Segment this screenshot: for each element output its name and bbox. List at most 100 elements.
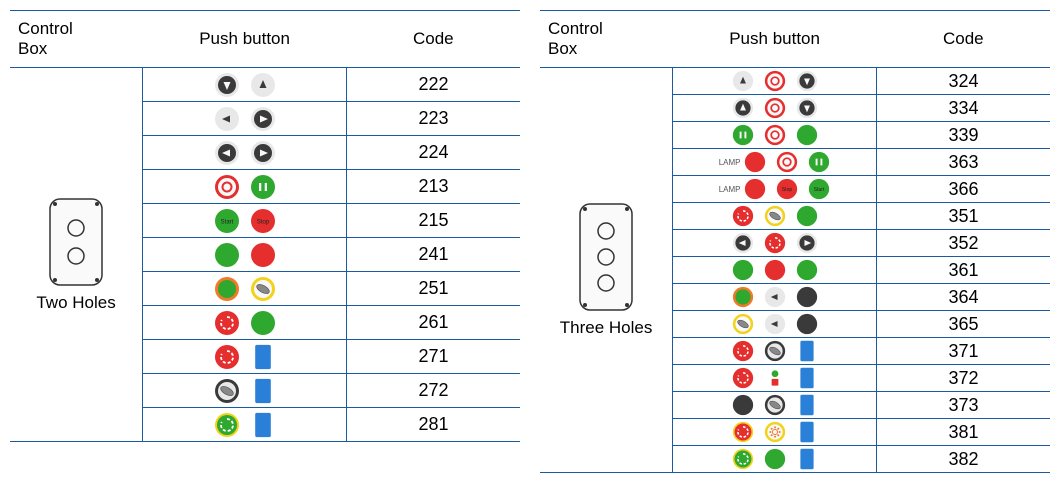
code-cell: 215 <box>347 204 520 238</box>
pushbutton-cell <box>673 284 877 311</box>
button-icon <box>776 151 798 173</box>
code-cell: 364 <box>877 284 1050 311</box>
control-box-cell: Two Holes <box>10 68 143 442</box>
code-cell: 334 <box>877 95 1050 122</box>
svg-text:Start: Start <box>814 187 825 193</box>
button-icon <box>796 124 818 146</box>
code-cell: 365 <box>877 311 1050 338</box>
pushbutton-cell <box>143 408 347 442</box>
code-cell: 281 <box>347 408 520 442</box>
button-icon <box>796 286 818 308</box>
svg-text:Stop: Stop <box>782 187 793 193</box>
button-icon <box>214 276 240 302</box>
pushbutton-cell <box>673 257 877 284</box>
header-code: Code <box>877 11 1050 68</box>
button-icon <box>250 310 276 336</box>
pushbutton-cell <box>143 238 347 272</box>
code-cell: 361 <box>877 257 1050 284</box>
pushbutton-cell <box>143 272 347 306</box>
button-icon <box>214 140 240 166</box>
code-cell: 261 <box>347 306 520 340</box>
pushbutton-cell <box>673 122 877 149</box>
pushbutton-cell <box>673 95 877 122</box>
svg-text:Stop: Stop <box>256 219 269 225</box>
pushbutton-cell <box>673 203 877 230</box>
button-icon <box>764 124 786 146</box>
pushbutton-cell: Start Stop <box>143 204 347 238</box>
code-cell: 363 <box>877 149 1050 176</box>
pushbutton-cell: LAMP Stop Start <box>673 176 877 203</box>
code-cell: 352 <box>877 230 1050 257</box>
button-icon <box>214 378 240 404</box>
button-icon <box>214 106 240 132</box>
button-icon <box>764 448 786 470</box>
button-icon <box>732 313 754 335</box>
button-icon <box>250 72 276 98</box>
pushbutton-cell: LAMP <box>673 149 877 176</box>
button-icon <box>214 72 240 98</box>
button-icon <box>250 378 276 404</box>
button-icon <box>764 97 786 119</box>
button-icon <box>250 276 276 302</box>
code-cell: 324 <box>877 68 1050 95</box>
header-pushbutton: Push button <box>143 11 347 68</box>
button-icon <box>744 151 766 173</box>
button-icon <box>214 344 240 370</box>
code-cell: 371 <box>877 338 1050 365</box>
code-cell: 339 <box>877 122 1050 149</box>
button-icon <box>764 70 786 92</box>
lamp-label: LAMP <box>719 185 741 194</box>
lamp-label: LAMP <box>719 158 741 167</box>
button-icon <box>250 344 276 370</box>
pushbutton-cell <box>673 68 877 95</box>
pushbutton-cell <box>143 374 347 408</box>
table-row: Three Holes 324 <box>540 68 1050 95</box>
svg-text:Start: Start <box>220 219 233 225</box>
pushbutton-cell <box>143 306 347 340</box>
box-label: Three Holes <box>544 318 668 338</box>
button-icon <box>250 412 276 438</box>
button-icon <box>796 367 818 389</box>
button-icon <box>764 232 786 254</box>
button-icon <box>796 259 818 281</box>
button-icon: Start <box>808 178 830 200</box>
code-cell: 222 <box>347 68 520 102</box>
pushbutton-cell <box>143 136 347 170</box>
button-icon <box>214 174 240 200</box>
code-cell: 251 <box>347 272 520 306</box>
pushbutton-cell <box>673 230 877 257</box>
code-cell: 351 <box>877 203 1050 230</box>
button-icon <box>732 421 754 443</box>
header-box: Control Box <box>10 11 143 68</box>
button-icon <box>764 394 786 416</box>
code-cell: 366 <box>877 176 1050 203</box>
button-icon <box>764 205 786 227</box>
code-cell: 373 <box>877 392 1050 419</box>
button-icon <box>796 205 818 227</box>
code-cell: 272 <box>347 374 520 408</box>
button-icon <box>732 205 754 227</box>
button-icon <box>732 70 754 92</box>
code-cell: 223 <box>347 102 520 136</box>
right-table: Control BoxPush buttonCode Three Holes 3… <box>540 10 1050 490</box>
button-icon <box>250 174 276 200</box>
pushbutton-cell <box>673 365 877 392</box>
pushbutton-cell <box>673 311 877 338</box>
button-icon <box>732 124 754 146</box>
button-icon <box>214 310 240 336</box>
button-icon <box>744 178 766 200</box>
button-icon <box>796 448 818 470</box>
button-icon <box>250 106 276 132</box>
button-icon <box>796 421 818 443</box>
button-icon <box>764 340 786 362</box>
pushbutton-cell <box>673 338 877 365</box>
button-icon <box>732 259 754 281</box>
pushbutton-cell <box>143 170 347 204</box>
pushbutton-cell <box>673 419 877 446</box>
pushbutton-cell <box>673 392 877 419</box>
pushbutton-cell <box>143 68 347 102</box>
button-icon <box>796 97 818 119</box>
button-icon <box>732 340 754 362</box>
button-icon <box>764 259 786 281</box>
button-icon <box>250 242 276 268</box>
